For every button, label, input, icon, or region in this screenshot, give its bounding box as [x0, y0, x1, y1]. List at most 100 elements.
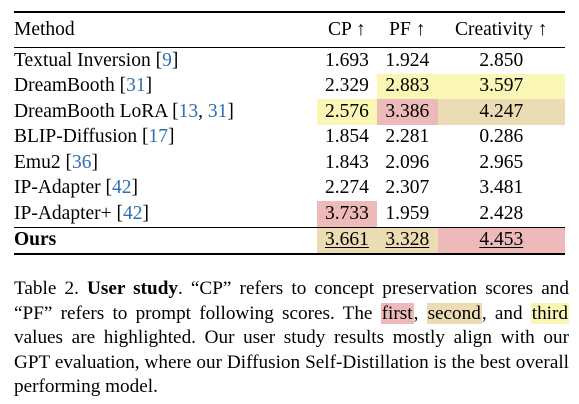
citation-close: ] — [142, 202, 150, 224]
pf-score: 2.281 — [385, 126, 430, 148]
creativity-score: 2.850 — [479, 49, 524, 71]
citation-link[interactable]: 13 — [178, 100, 199, 122]
cp-score-cell: 2.274 — [317, 176, 377, 202]
method-name: Emu2 — [14, 151, 61, 173]
cp-score-cell: 3.661 — [316, 227, 378, 254]
citation-close: ] — [171, 49, 179, 71]
legend-first-swatch: first — [380, 302, 414, 324]
method-cell: DreamBooth LoRA [13, 31] — [14, 99, 317, 125]
creativity-score: 0.286 — [479, 126, 524, 148]
creativity-score: 2.428 — [479, 202, 524, 224]
citation-link[interactable]: 36 — [71, 151, 92, 173]
pf-score-cell: 1.924 — [377, 48, 437, 74]
pf-score-cell: 2.281 — [377, 125, 437, 151]
caption-text-1: . “CP” refers to concept preservation sc… — [14, 278, 569, 324]
method-name: Ours — [14, 229, 57, 251]
citation-open: [ — [114, 75, 127, 97]
creativity-score: 3.481 — [479, 177, 524, 199]
citation-open: [ — [150, 49, 163, 71]
citation-link[interactable]: 31 — [126, 75, 146, 97]
table-row: IP-Adapter+ [42] 3.733 1.959 2.428 — [14, 201, 565, 227]
pf-score-cell: 3.386 — [377, 99, 438, 125]
header-pf: PF ↑ — [377, 12, 437, 48]
cp-score: 1.854 — [324, 126, 369, 148]
legend-second-swatch: second — [426, 302, 482, 324]
arrow-up-icon: ↑ — [415, 19, 426, 40]
citation-close: ] — [168, 126, 175, 148]
cp-score-cell: 1.854 — [317, 125, 377, 151]
creativity-score: 4.247 — [479, 100, 524, 122]
pf-score: 1.924 — [385, 49, 430, 71]
method-name: DreamBooth — [14, 75, 115, 97]
caption-label: Table 2. — [14, 278, 79, 299]
table-row: Ours 3.661 3.328 4.453 — [14, 227, 565, 254]
creativity-score-cell: 2.428 — [438, 201, 566, 227]
header-method: Method — [14, 19, 75, 40]
table-row: Textual Inversion [9] 1.693 1.924 2.850 — [14, 48, 565, 74]
citation-open: [ — [100, 177, 113, 199]
pf-score: 2.096 — [385, 151, 430, 173]
creativity-score-cell: 4.247 — [437, 99, 565, 125]
method-cell: Ours — [14, 227, 317, 254]
method-name: IP-Adapter+ — [14, 202, 112, 224]
citation-link[interactable]: 31 — [207, 100, 228, 122]
header-creativity-label: Creativity — [454, 19, 533, 40]
header-creativity: Creativity ↑ — [438, 12, 566, 48]
caption-and: , and — [481, 302, 531, 324]
cp-score: 1.843 — [324, 151, 369, 173]
header-cp-label: CP — [328, 19, 352, 40]
citation-link[interactable]: 42 — [112, 177, 132, 199]
method-cell: Emu2 [36] — [14, 150, 317, 176]
method-cell: Textual Inversion [9] — [14, 48, 317, 74]
method-cell: IP-Adapter [42] — [14, 176, 317, 202]
creativity-score: 2.965 — [479, 151, 524, 173]
table-row: DreamBooth LoRA [13, 31] 2.576 3.386 4.247 — [14, 99, 565, 125]
creativity-score-cell: 2.965 — [438, 150, 566, 176]
method-cell: BLIP-Diffusion [17] — [14, 125, 317, 151]
cp-score-cell: 1.693 — [317, 48, 377, 74]
table-header-row: Method CP ↑ PF ↑ Creativity ↑ — [14, 12, 565, 48]
creativity-score-cell: 2.850 — [438, 48, 566, 74]
arrow-up-icon: ↑ — [356, 19, 366, 40]
citation-open: [ — [137, 126, 149, 148]
user-study-table: Method CP ↑ PF ↑ Creativity ↑ Textual In… — [14, 11, 565, 255]
pf-score: 3.386 — [385, 100, 430, 122]
cp-score: 3.733 — [324, 202, 369, 224]
cp-score: 2.576 — [324, 100, 369, 122]
creativity-score-cell: 0.286 — [438, 125, 566, 151]
pf-score: 2.883 — [385, 75, 430, 97]
table-caption: Table 2. User study. “CP” refers to conc… — [14, 277, 569, 400]
creativity-score-cell: 4.453 — [437, 227, 565, 254]
citation-open: [ — [111, 202, 124, 224]
citation-close: ] — [91, 151, 98, 173]
cp-score: 2.274 — [324, 177, 369, 199]
citation-close: ] — [131, 177, 139, 199]
cp-score-cell: 2.329 — [317, 74, 377, 100]
citation-link[interactable]: 9 — [162, 49, 172, 71]
cp-score-cell: 3.733 — [316, 201, 378, 227]
cp-score: 2.329 — [324, 75, 369, 97]
pf-score-cell: 2.883 — [377, 73, 438, 99]
creativity-score-cell: 3.481 — [438, 176, 566, 202]
caption-text-2: values are highlighted. Our user study r… — [14, 327, 569, 397]
cp-score: 1.693 — [324, 49, 369, 71]
header-pf-label: PF — [389, 19, 411, 40]
method-cell: IP-Adapter+ [42] — [14, 201, 317, 227]
caption-title: User study — [87, 278, 178, 299]
pf-score: 1.959 — [385, 202, 430, 224]
pf-score-cell: 1.959 — [377, 201, 437, 227]
citation-open: [ — [60, 151, 72, 173]
table-row: Emu2 [36] 1.843 2.096 2.965 — [14, 150, 565, 176]
table-row: IP-Adapter [42] 2.274 2.307 3.481 — [14, 176, 565, 202]
method-name: Textual Inversion — [14, 49, 151, 71]
pf-score-cell: 3.328 — [377, 227, 438, 254]
creativity-score: 3.597 — [479, 75, 524, 97]
cp-score: 3.661 — [324, 229, 369, 251]
legend-third-swatch: third — [530, 302, 569, 324]
citation-close: ] — [227, 100, 234, 122]
citation-link[interactable]: 42 — [123, 202, 143, 224]
caption-comma: , — [413, 302, 427, 324]
cp-score-cell: 1.843 — [317, 150, 377, 176]
citation-link[interactable]: 17 — [148, 126, 169, 148]
